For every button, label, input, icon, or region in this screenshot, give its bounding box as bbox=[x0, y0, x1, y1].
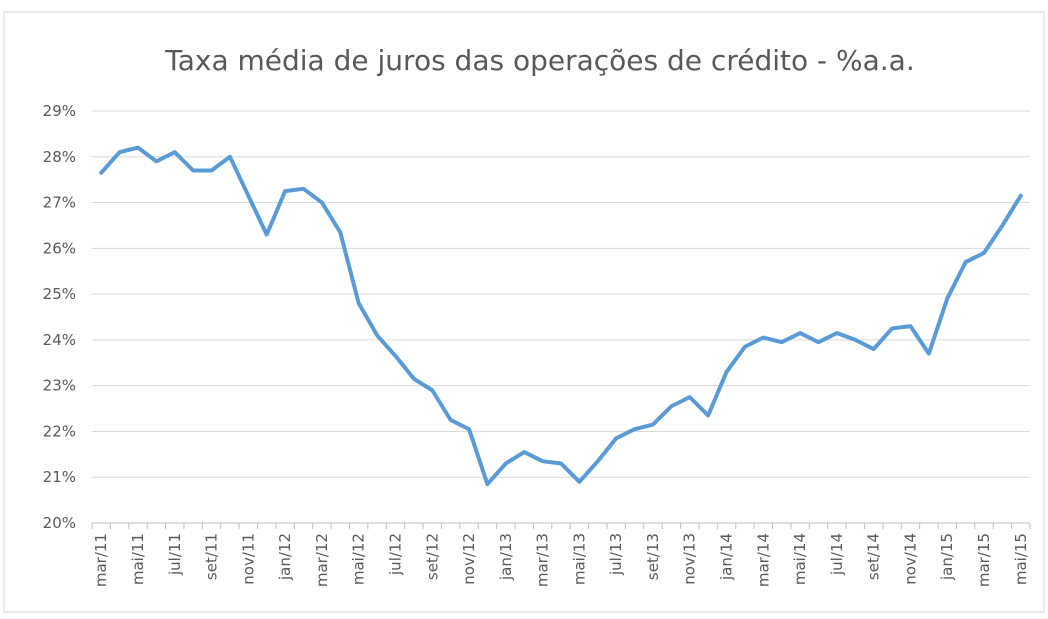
x-tick-label: jan/15 bbox=[938, 533, 956, 581]
y-tick-label: 26% bbox=[43, 239, 76, 257]
x-tick-label: set/12 bbox=[423, 533, 441, 580]
x-tick-label: mai/14 bbox=[791, 533, 809, 585]
x-tick-label: jul/14 bbox=[828, 533, 846, 576]
x-tick-label: nov/11 bbox=[239, 533, 257, 585]
x-tick-label: mai/13 bbox=[570, 533, 588, 585]
y-tick-label: 27% bbox=[43, 194, 76, 212]
x-tick-label: set/14 bbox=[865, 533, 883, 580]
y-tick-label: 28% bbox=[43, 148, 76, 166]
chart-title: Taxa média de juros das operações de cré… bbox=[164, 44, 914, 77]
x-tick-label: mar/13 bbox=[534, 533, 552, 587]
x-tick-label: mai/11 bbox=[129, 533, 147, 585]
x-tick-label: mar/11 bbox=[92, 533, 110, 587]
x-tick-label: set/13 bbox=[644, 533, 662, 580]
x-tick-label: jan/13 bbox=[497, 533, 515, 581]
y-tick-label: 29% bbox=[43, 102, 76, 120]
y-tick-label: 22% bbox=[43, 422, 76, 440]
x-tick-label: nov/13 bbox=[681, 533, 699, 585]
x-tick-label: jan/12 bbox=[276, 533, 294, 581]
x-tick-label: nov/12 bbox=[460, 533, 478, 585]
x-tick-label: mai/12 bbox=[350, 533, 368, 585]
y-tick-label: 20% bbox=[43, 514, 76, 532]
x-tick-label: jan/14 bbox=[718, 533, 736, 581]
chart-border bbox=[3, 11, 1045, 613]
x-tick-label: jul/11 bbox=[166, 533, 184, 576]
x-tick-label: set/11 bbox=[203, 533, 221, 580]
y-tick-label: 23% bbox=[43, 377, 76, 395]
x-tick-label: mar/14 bbox=[754, 533, 772, 587]
x-tick-label: mar/12 bbox=[313, 533, 331, 587]
x-tick-label: jul/13 bbox=[607, 533, 625, 576]
line-series bbox=[99, 145, 1023, 487]
x-tick-label: mar/15 bbox=[975, 533, 993, 587]
y-tick-label: 24% bbox=[43, 331, 76, 349]
y-tick-label: 25% bbox=[43, 285, 76, 303]
x-tick-label: nov/14 bbox=[901, 533, 919, 585]
x-tick-label: jul/12 bbox=[386, 533, 404, 576]
x-tick-label: mai/15 bbox=[1012, 533, 1030, 585]
y-tick-label: 21% bbox=[43, 468, 76, 486]
